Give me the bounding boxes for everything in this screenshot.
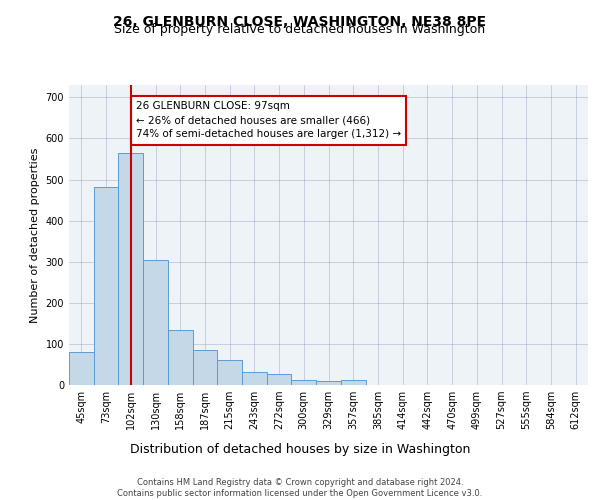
Bar (168, 330, 193, 385)
Text: 26 GLENBURN CLOSE: 97sqm
← 26% of detached houses are smaller (466)
74% of semi-: 26 GLENBURN CLOSE: 97sqm ← 26% of detach… (136, 102, 401, 140)
Y-axis label: Number of detached properties: Number of detached properties (30, 148, 40, 322)
Bar (341, 380, 365, 385)
Bar (143, 260, 168, 385)
Bar (267, 374, 292, 385)
Bar (69, 352, 94, 385)
Bar (118, 153, 143, 385)
Text: 26, GLENBURN CLOSE, WASHINGTON, NE38 8PE: 26, GLENBURN CLOSE, WASHINGTON, NE38 8PE (113, 15, 487, 29)
Bar (316, 382, 341, 385)
Bar (94, 186, 118, 385)
Bar (193, 350, 217, 385)
Text: Distribution of detached houses by size in Washington: Distribution of detached houses by size … (130, 442, 470, 456)
Text: Contains HM Land Registry data © Crown copyright and database right 2024.
Contai: Contains HM Land Registry data © Crown c… (118, 478, 482, 498)
Bar (242, 372, 267, 385)
Bar (217, 360, 242, 385)
Bar (292, 380, 316, 385)
Text: Size of property relative to detached houses in Washington: Size of property relative to detached ho… (115, 22, 485, 36)
